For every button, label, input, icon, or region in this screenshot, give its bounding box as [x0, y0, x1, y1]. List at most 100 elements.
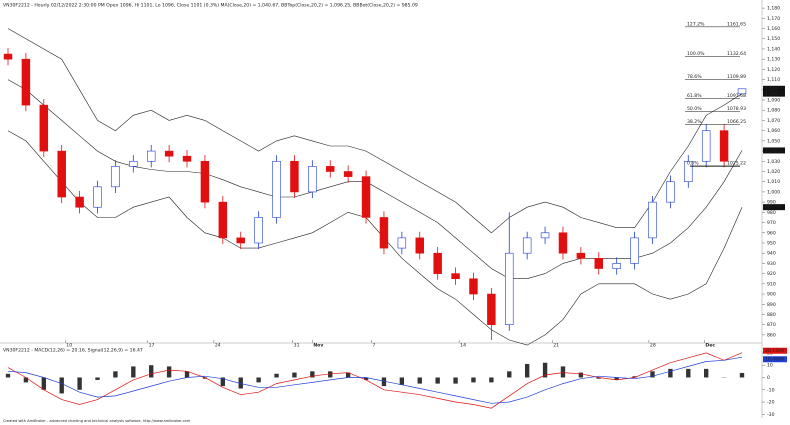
macd-hist: [131, 366, 136, 378]
y-tick-label: 1,120: [767, 67, 780, 73]
macd-hist: [292, 372, 297, 378]
fib-value: 1132.64: [727, 51, 746, 57]
y-tick-label: 1,150: [767, 36, 780, 42]
macd-hist: [23, 377, 29, 383]
macd-title: VN30F2212 - MACD(12,26) = 20.16, Signal(…: [3, 348, 143, 354]
macd-hist: [59, 377, 64, 394]
macd-hist: [668, 368, 673, 378]
y-tick-label: 1,000: [767, 189, 780, 195]
candle-body: [326, 166, 335, 172]
macd-hist: [274, 373, 279, 378]
y-tick-label: 1,160: [767, 26, 780, 32]
band-lower: [7, 130, 743, 346]
y-tick-label: 990: [767, 200, 776, 206]
y-tick-label: 930: [767, 261, 776, 267]
fib-label: 61.8%: [687, 93, 702, 99]
candle-body: [343, 171, 353, 177]
y-tick-label: -20: [767, 400, 775, 406]
candle-body: [433, 252, 442, 274]
candle-body: [361, 176, 371, 218]
fib-value: 1109.89: [727, 74, 746, 80]
candle-body: [254, 217, 263, 244]
y-tick-label: 0: [767, 375, 770, 381]
candle-body: [558, 232, 568, 254]
y-tick-label: 1,050: [767, 138, 780, 144]
x-tick-label: 28: [650, 343, 656, 349]
x-tick-label: 14: [460, 343, 466, 349]
candle-body: [39, 104, 49, 152]
price-tag: [763, 147, 785, 154]
fib-label: 78.6%: [687, 74, 702, 80]
candle-body: [737, 88, 747, 95]
candle-body: [576, 252, 586, 259]
macd-tag-label: 16.4684: [765, 357, 784, 363]
candle-body: [57, 150, 66, 198]
fib-label: 38.2%: [687, 119, 702, 125]
band-upper: [7, 28, 743, 234]
macd-tag: [763, 356, 787, 363]
macd-hist: [95, 377, 100, 380]
y-tick-label: 880: [767, 312, 776, 318]
y-tick-label: 1,090: [767, 98, 780, 104]
footer: Created with AmiBroker - advanced charti…: [3, 419, 191, 423]
candle-body: [612, 263, 621, 269]
macd-hist: [578, 372, 584, 378]
candle-body: [487, 293, 496, 325]
price-tag-label: 985.09: [765, 205, 781, 211]
y-tick-label: 1,170: [767, 16, 780, 22]
y-tick-label: 950: [767, 240, 776, 246]
macd-tag-label: 20.1599: [765, 348, 784, 354]
macd-hist: [220, 377, 226, 387]
y-tick-label: 1,130: [767, 57, 780, 63]
candle-body: [648, 201, 657, 239]
candle-body: [218, 201, 228, 239]
macd-hist: [704, 368, 709, 378]
x-tick-label: 17: [149, 343, 155, 349]
candle-body: [182, 155, 192, 162]
macd-hist: [381, 377, 387, 387]
macd-hist: [310, 371, 315, 378]
macd-hist: [5, 373, 11, 378]
fib-value: 1078.93: [727, 106, 746, 112]
price-tag: [763, 85, 785, 92]
macd-hist: [256, 377, 261, 383]
price-tag-label: 1,101: [765, 86, 778, 92]
macd-hist: [560, 366, 566, 378]
macd-hist: [77, 377, 82, 390]
candle-body: [522, 237, 532, 254]
macd-hist: [632, 376, 637, 378]
macd-hist: [650, 371, 655, 378]
fib-value: 1091.68: [727, 93, 746, 99]
x-tick-label: Nov: [313, 343, 323, 349]
y-tick-label: 1,010: [767, 179, 780, 185]
x-tick-label: Dec: [705, 343, 715, 349]
candle-body: [594, 258, 604, 269]
macd-hist: [542, 362, 548, 378]
macd-hist: [435, 377, 440, 384]
y-tick-label: 1,140: [767, 46, 780, 52]
candle-body: [111, 166, 120, 188]
y-tick-label: 1,180: [767, 6, 780, 12]
candle-body: [540, 232, 550, 239]
fib-label: 0.0%: [687, 161, 699, 167]
macd-hist: [739, 372, 745, 378]
x-tick-label: 24: [215, 343, 221, 349]
y-tick-label: 10: [767, 363, 773, 369]
price-tag-label: 1,040.61: [765, 148, 786, 154]
candle-body: [379, 217, 389, 249]
y-tick-label: -30: [767, 412, 775, 418]
candle-body: [505, 252, 514, 325]
candle-body: [308, 166, 317, 193]
macd-hist: [596, 377, 601, 379]
fib-label: 100.0%: [687, 51, 705, 57]
fib-value: 1161.65: [727, 21, 746, 27]
y-tick-label: 940: [767, 251, 776, 257]
y-tick-label: 1,080: [767, 108, 780, 114]
macd-hist: [328, 371, 333, 378]
y-tick-label: 980: [767, 210, 776, 216]
chart-title: VN30F2212 - Hourly 02/12/2022 2:30:00 PM…: [3, 3, 418, 9]
y-tick-label: 970: [767, 220, 776, 226]
y-tick-label: 1,110: [767, 77, 780, 83]
macd-hist: [507, 371, 512, 378]
